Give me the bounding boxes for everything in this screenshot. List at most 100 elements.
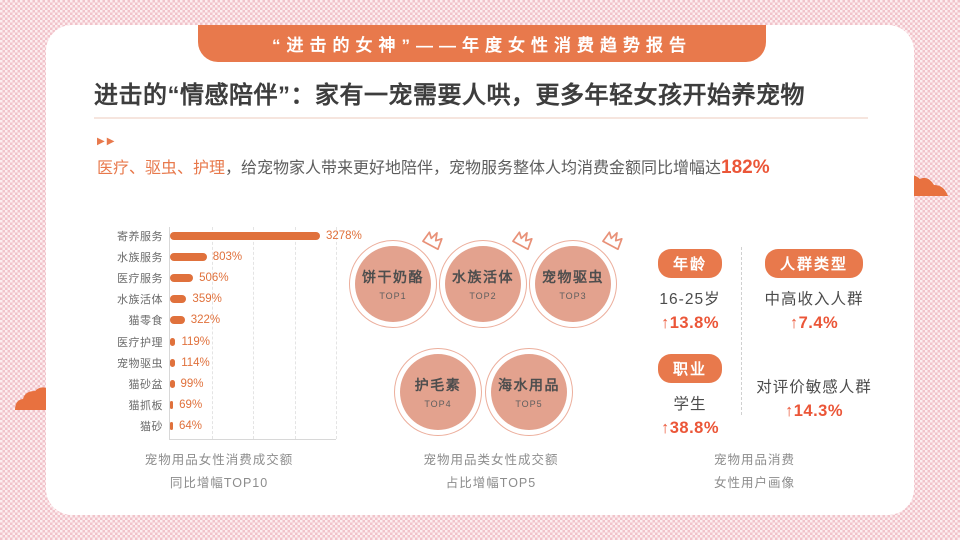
profile-badge: 年龄 [657,249,722,278]
bar [170,252,207,261]
top5-caption: 宠物用品类女性成交额 占比增幅TOP5 [386,449,596,495]
bar [170,295,187,304]
intro-text: ，给宠物家人带来更好地陪伴，宠物服务整体人均消费金额同比增幅达 [225,160,722,177]
profile-label: 对评价敏感人群 [756,379,872,396]
bar-category-label: 宠物驱虫 [117,357,163,370]
bar-row: 水族服务 803% [96,246,396,267]
bar-row: 医疗服务 506% [96,267,396,288]
content-card: “进击的女神”——年度女性消费趋势报告 进击的“情感陪伴”：家有一宠需要人哄，更… [46,25,914,515]
bar-category-label: 猫砂 [140,421,163,434]
bar [170,422,173,431]
top-circle-top5: 海水用品 TOP5 [485,348,573,436]
top5-caption-line2: 占比增幅TOP5 [445,476,537,490]
circle-category-name: 海水用品 [498,377,560,393]
bar-category-label: 猫抓板 [128,400,163,413]
bar [170,231,320,240]
intro-highlight: 医疗、驱虫、护理 [97,160,226,177]
bar-value-label: 119% [181,335,210,348]
top5-caption-line1: 宠物用品类女性成交额 [423,453,559,467]
profile-label: 16-25岁 [659,291,721,308]
bar-value-label: 3278% [326,229,362,242]
profile-caption: 宠物用品消费 女性用户画像 [714,449,795,495]
crown-icon [512,231,533,251]
circle-category-name: 宠物驱虫 [542,269,604,285]
gridline [336,227,337,439]
profile-growth-value: ↑7.4% [789,314,839,332]
gridline [253,227,254,439]
bar-value-label: 69% [179,399,203,412]
page-title: 进击的“情感陪伴”：家有一宠需要人哄，更多年轻女孩开始养宠物 [94,82,805,109]
bar-category-label: 医疗护理 [117,336,163,349]
bar-row: 寄养服务 3278% [96,225,396,246]
bar-value-label: 64% [179,420,203,433]
profile-caption-line1: 宠物用品消费 [714,453,796,467]
circle-inner: 宠物驱虫 TOP3 [535,246,611,322]
circle-rank-label: TOP5 [515,399,543,409]
profile-cell: 年龄 16-25岁 ↑13.8% [628,249,752,333]
profile-badge: 人群类型 [764,249,863,278]
intro-stat: 182% [721,157,770,178]
circle-rank-label: TOP4 [424,399,452,409]
circle-inner: 海水用品 TOP5 [491,354,567,430]
bar-value-label: 114% [181,356,210,369]
bar-value-label: 803% [212,250,243,263]
profile-cell: 人群类型中高收入人群 ↑7.4% [742,249,886,333]
bar-row: 医疗护理 119% [96,331,396,352]
bar [170,316,185,325]
circle-inner: 饼干奶酪 TOP1 [355,246,431,322]
gridline [294,227,296,439]
circle-rank-label: TOP1 [379,291,407,301]
crown-icon [602,231,623,251]
circle-inner: 护毛素 TOP4 [400,354,476,430]
gridline [211,227,213,439]
profile-divider [741,247,742,415]
double-arrow-icon: ▶▶ [97,136,117,147]
top-circle-top1: 饼干奶酪 TOP1 [349,231,443,328]
bar [170,337,176,346]
profile-growth-value: ↑14.3% [784,402,844,420]
bar-value-label: 322% [190,314,221,327]
intro-sentence: 医疗、驱虫、护理，给宠物家人带来更好地陪伴，宠物服务整体人均消费金额同比增幅达1… [97,154,770,179]
bar-row: 猫砂盆 99% [96,373,396,394]
bar-row: 宠物驱虫 114% [96,352,396,373]
chart-caption-line2: 同比增幅TOP10 [169,476,269,490]
bar [170,379,175,388]
bar-row: 猫抓板 69% [96,395,396,416]
circle-inner: 水族活体 TOP2 [445,246,521,322]
circle-rank-label: TOP2 [469,291,497,301]
profile-growth-value: ↑13.8% [660,314,720,332]
circle-category-name: 水族活体 [452,269,514,285]
circle-rank-label: TOP3 [559,291,587,301]
bar-category-label: 猫砂盆 [128,378,163,391]
bar-value-label: 506% [199,271,229,284]
bar-category-label: 寄养服务 [117,230,163,243]
bar-category-label: 水族活体 [117,294,163,307]
bar-category-label: 水族服务 [117,251,163,264]
bar-row: 水族活体 359% [96,289,396,310]
profile-caption-line2: 女性用户画像 [714,476,796,490]
chart-caption-line1: 宠物用品女性消费成交额 [144,453,294,467]
bar-value-label: 359% [192,293,222,306]
banner-title: “进击的女神”——年度女性消费趋势报告 [272,36,692,55]
top-circle-top3: 宠物驱虫 TOP3 [529,231,623,328]
bar-row: 猫零食 322% [96,310,396,331]
profile-growth-value: ↑38.8% [660,419,720,437]
bar [170,401,174,410]
profile-badge: 职业 [657,354,722,383]
profile-cell: 职业学生 ↑38.8% [628,354,752,438]
bar [170,273,194,282]
profile-label: 学生 [673,396,707,413]
bar-value-label: 99% [180,377,204,390]
profile-label: 中高收入人群 [764,291,864,308]
bar-category-label: 医疗服务 [117,272,163,285]
heading-divider [94,117,868,119]
chart-rows: 寄养服务 3278% 水族服务 803% 医疗服务 506% 水族活体 359% 猫零食 322%… [96,225,396,437]
profile-cell: 对评价敏感人群 ↑14.3% [742,366,886,421]
top-circle-top4: 护毛素 TOP4 [394,348,482,436]
bar-chart-top10: 寄养服务 3278% 水族服务 803% 医疗服务 506% 水族活体 359% 猫零食 322%… [96,225,396,440]
top-circle-top2: 水族活体 TOP2 [439,231,533,328]
chart-plot-area [169,227,337,440]
circle-category-name: 护毛素 [414,377,462,393]
bar-row: 猫砂 64% [96,416,396,437]
